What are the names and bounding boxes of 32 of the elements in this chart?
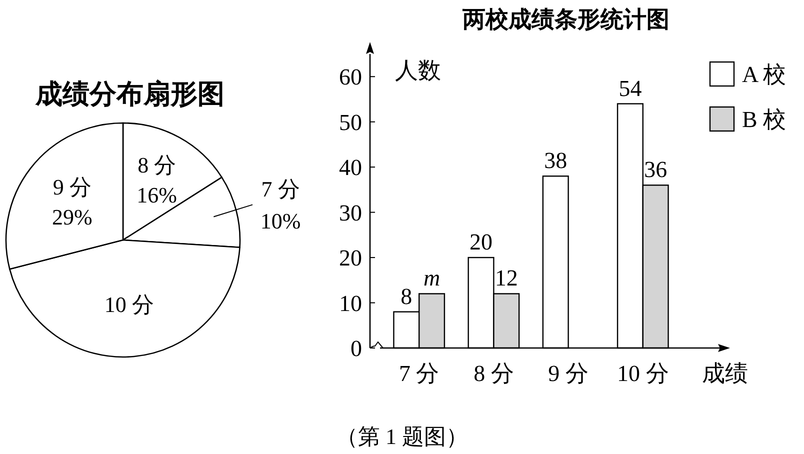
data-label: 38 xyxy=(544,148,568,174)
chart-title: 成绩分布扇形图 xyxy=(34,79,224,110)
y-tick-label: 60 xyxy=(339,64,362,90)
y-tick-label: 30 xyxy=(339,200,362,226)
slice-label: 10 分 xyxy=(104,292,154,318)
chart-title: 两校成绩条形统计图 xyxy=(462,7,670,33)
x-tick-label: 9 分 xyxy=(548,361,588,386)
data-label: m xyxy=(423,266,440,291)
legend-label: B 校 xyxy=(742,107,786,132)
data-label: 36 xyxy=(644,157,668,182)
data-label: 20 xyxy=(470,230,493,255)
data-label: 54 xyxy=(618,76,642,101)
slice-label: 9 分 xyxy=(52,174,92,200)
data-label: 8 xyxy=(400,284,412,309)
y-axis-title: 人数 xyxy=(395,58,441,83)
y-tick-label: 40 xyxy=(339,155,362,180)
x-tick-label: 10 分 xyxy=(617,361,669,386)
data-label: 29% xyxy=(52,204,92,230)
y-tick-label: 50 xyxy=(339,110,362,135)
slice-label: 8 分 xyxy=(138,152,176,178)
data-label: 12 xyxy=(494,266,518,291)
data-label: 16% xyxy=(136,182,177,208)
x-axis-title: 成绩 xyxy=(702,361,748,386)
legend-label: A 校 xyxy=(742,62,786,88)
text: （第 1 题图） xyxy=(336,424,468,449)
y-tick-label: 20 xyxy=(339,246,362,271)
slice-label: 7 分 xyxy=(261,176,300,202)
data-label: 10% xyxy=(260,208,301,234)
y-tick-label: 0 xyxy=(350,336,362,362)
y-tick-label: 10 xyxy=(339,290,362,316)
x-tick-label: 8 分 xyxy=(474,361,514,386)
x-tick-label: 7 分 xyxy=(398,361,440,386)
